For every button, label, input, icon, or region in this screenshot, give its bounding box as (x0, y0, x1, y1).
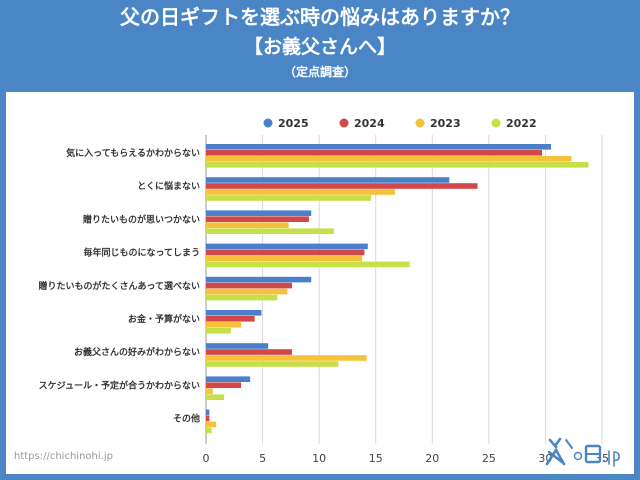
bar (206, 249, 365, 256)
bar (206, 415, 210, 422)
bar (206, 343, 269, 349)
bar (206, 288, 288, 295)
bar (206, 310, 262, 316)
bar (206, 361, 339, 367)
category-label: 気に入ってもらえるかわからない (66, 147, 200, 159)
bar (206, 322, 242, 328)
bar (206, 150, 543, 156)
bar (206, 216, 309, 222)
category-label: 贈りたいものがたくさんあって選べない (38, 280, 200, 292)
bar (206, 243, 368, 250)
legend-marker (491, 118, 501, 128)
legend-marker (415, 118, 425, 128)
legend-label: 2022 (506, 117, 537, 130)
bar (206, 228, 334, 234)
bar (206, 294, 278, 301)
bar (206, 156, 572, 162)
bar (206, 189, 395, 195)
bar (206, 328, 231, 334)
category-label: お義父さんの好みがわからない (74, 346, 200, 358)
x-tick-label: 25 (482, 452, 496, 465)
bar (206, 316, 255, 322)
chart-card: 0 5 10 15 20 25 30 35 2025 2024 2023 2022 気に入ってもらえるか… (6, 92, 634, 474)
bar (206, 255, 363, 262)
x-tick-label: 20 (425, 452, 439, 465)
category-label: その他 (173, 413, 200, 425)
category-label: とくに悩まない (137, 180, 200, 192)
legend-label: 2025 (278, 117, 309, 130)
legend-label: 2024 (354, 117, 385, 130)
bar (206, 177, 450, 183)
bar (206, 162, 589, 168)
bar (206, 376, 251, 382)
bar (206, 276, 312, 283)
category-label: スケジュール・予定が合うかわからない (39, 379, 200, 391)
bar (206, 388, 213, 394)
bar (206, 195, 372, 201)
source-url: https://chichinohi.jp (14, 451, 113, 462)
chart-subtitle: 【お義父さんへ】 (243, 36, 396, 58)
bar (206, 382, 242, 388)
bar (206, 210, 312, 216)
category-label: お金・予算がない (128, 313, 200, 325)
bar (206, 394, 225, 400)
x-tick-label: 15 (369, 452, 383, 465)
category-label: 毎年同じものになってしまう (83, 247, 200, 259)
legend-marker (263, 118, 273, 128)
bar (206, 222, 289, 228)
chart-title: 父の日ギフトを選ぶ時の悩みはありますか？ (120, 5, 520, 29)
category-label: 贈りたいものが思いつかない (83, 213, 200, 225)
bar (206, 421, 217, 428)
site-logo (545, 437, 620, 467)
bar (206, 144, 552, 150)
bar (206, 427, 212, 434)
bar (206, 261, 410, 268)
bar (206, 409, 210, 416)
bar (206, 349, 292, 355)
x-tick-label: 10 (312, 452, 326, 465)
bar (206, 282, 292, 289)
legend-marker (339, 118, 349, 128)
x-tick-label: 5 (259, 452, 266, 465)
bar (206, 355, 367, 361)
bar (206, 183, 478, 189)
legend-label: 2023 (430, 117, 461, 130)
x-tick-label: 0 (203, 452, 210, 465)
chart-note: （定点調査） (283, 65, 356, 79)
